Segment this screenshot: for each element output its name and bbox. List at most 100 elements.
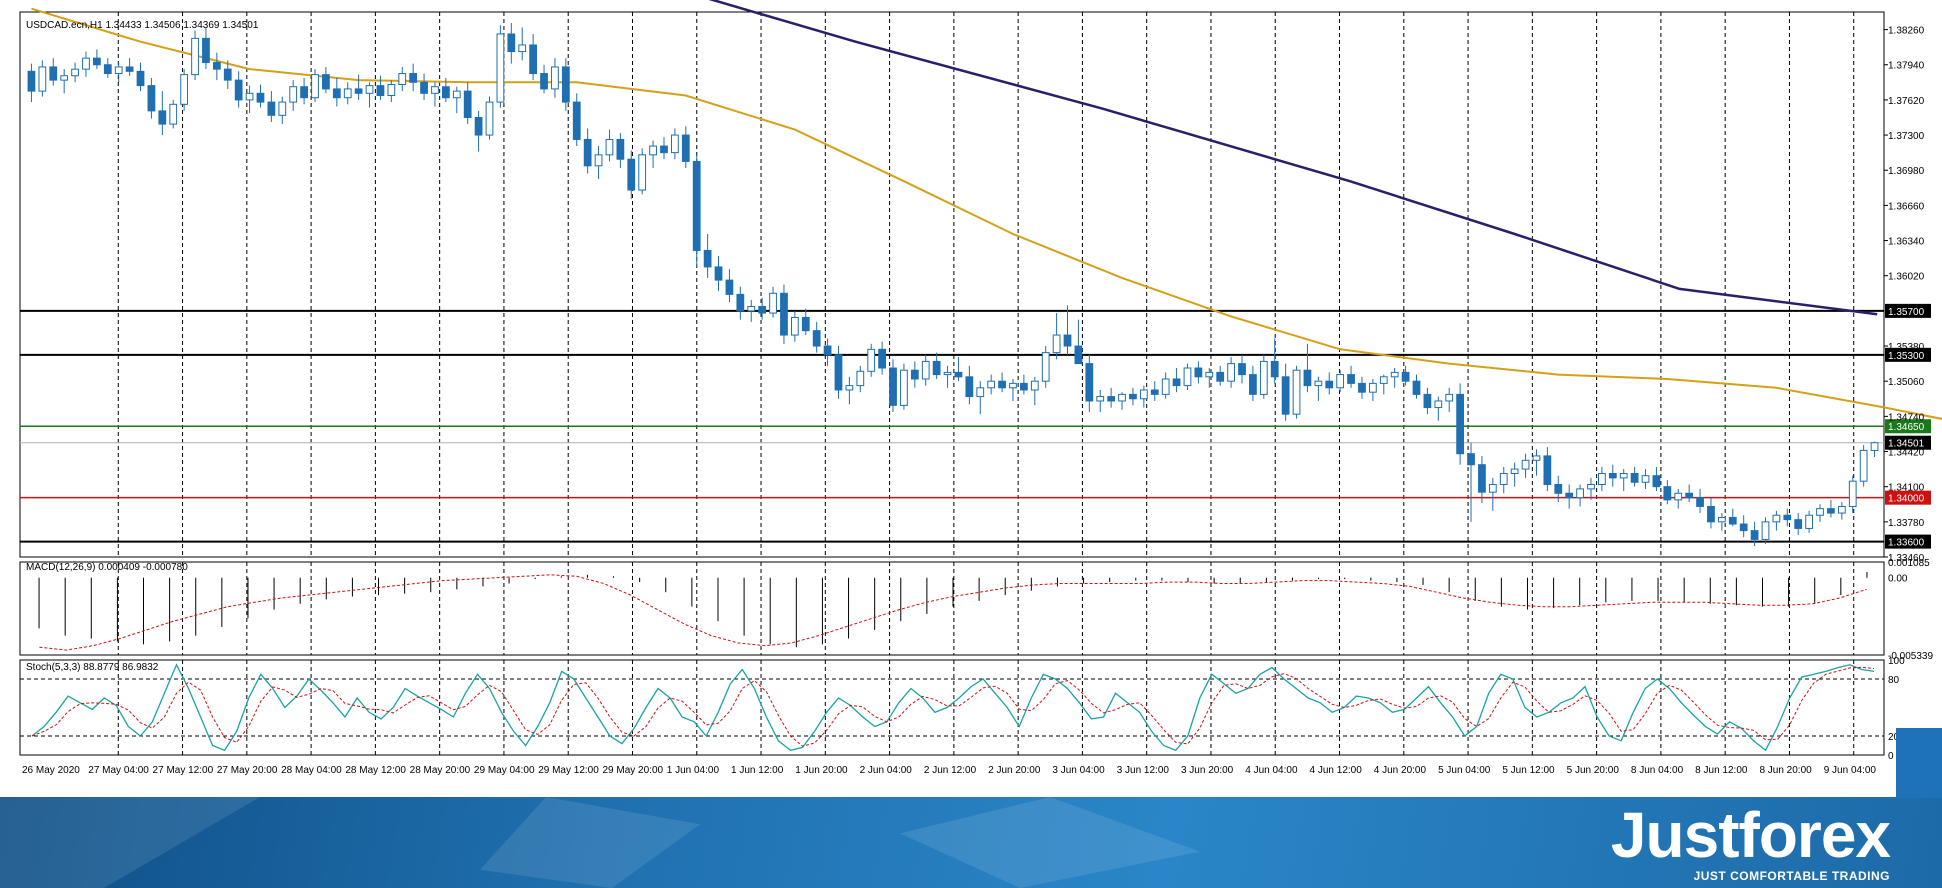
candle-body xyxy=(834,354,843,391)
candle-body xyxy=(987,380,996,389)
candle-body xyxy=(1652,475,1661,488)
y-tick-label: 1.35380 xyxy=(1888,342,1925,353)
x-tick-label: 2 Jun 20:00 xyxy=(988,765,1041,776)
level-label: 1.34000 xyxy=(1888,494,1925,505)
candle-body xyxy=(365,85,374,94)
price-header: USDCAD.ecn,H1 1.34433 1.34506 1.34369 1.… xyxy=(26,20,259,31)
price-panel xyxy=(19,11,1885,558)
candle-body xyxy=(1717,516,1726,523)
candle-body xyxy=(125,66,134,72)
candle-body xyxy=(463,90,472,118)
candle-body xyxy=(441,86,450,99)
candle-body xyxy=(82,57,90,70)
candle-body xyxy=(1565,492,1574,499)
candle-body xyxy=(1827,508,1835,514)
candle-body xyxy=(234,79,243,101)
candle-body xyxy=(1696,497,1704,507)
candle-body xyxy=(594,154,603,167)
candle-body xyxy=(1478,464,1486,493)
candle-body xyxy=(976,387,985,398)
candle-body xyxy=(1325,380,1334,389)
candle-body xyxy=(1336,374,1345,389)
candle-body xyxy=(1750,530,1759,540)
brand-footer: Justforex JUST COMFORTABLE TRADING xyxy=(0,797,1942,888)
x-tick-label: 1 Jun 04:00 xyxy=(667,765,720,776)
candle-body xyxy=(736,293,745,312)
candle-body xyxy=(1292,369,1301,415)
candle-body xyxy=(245,92,254,101)
candle-body xyxy=(278,101,287,116)
candle-body xyxy=(49,66,58,81)
level-tag xyxy=(1885,490,1931,505)
candle-body xyxy=(561,66,570,103)
candle-body xyxy=(1161,378,1170,395)
candle-body xyxy=(420,81,428,94)
candle-body xyxy=(191,37,199,76)
x-tick-label: 5 Jun 20:00 xyxy=(1567,765,1620,776)
candle-body xyxy=(1576,488,1584,499)
candle-body xyxy=(540,73,548,90)
candle-body xyxy=(1074,345,1083,365)
y-tick-label: 1.34740 xyxy=(1888,412,1925,423)
candle-body xyxy=(93,57,101,66)
candle-body xyxy=(780,292,788,336)
candle-body xyxy=(1467,453,1475,466)
x-tick-label: 8 Jun 20:00 xyxy=(1759,765,1812,776)
y-tick-label: 1.38260 xyxy=(1888,26,1925,37)
level-label: 1.35700 xyxy=(1888,307,1925,318)
candle-body xyxy=(354,88,363,94)
candle-body xyxy=(1728,516,1737,525)
candle-body xyxy=(790,316,799,336)
stoch-panel xyxy=(19,659,1885,756)
level-tag xyxy=(1885,419,1931,434)
candle-body xyxy=(660,145,668,154)
candle-body xyxy=(605,138,614,156)
candle-body xyxy=(1848,480,1857,507)
candle-body xyxy=(649,145,657,156)
candle-body xyxy=(932,360,941,376)
y-tick-label: 1.36020 xyxy=(1888,272,1925,283)
candle-body xyxy=(1183,367,1192,387)
candle-body xyxy=(1445,393,1454,402)
candle-body xyxy=(1587,483,1595,490)
macd-y-label: -0.005339 xyxy=(1888,651,1933,662)
x-tick-label: 28 May 04:00 xyxy=(281,765,342,776)
brand-logo: Justforex xyxy=(1610,799,1891,871)
x-tick-label: 8 Jun 04:00 xyxy=(1631,765,1684,776)
candle-body xyxy=(1194,367,1203,378)
candle-body xyxy=(27,70,36,92)
candle-body xyxy=(812,330,821,347)
moving-average-fast xyxy=(31,7,1942,420)
candle-body xyxy=(409,73,418,83)
candle-body xyxy=(1543,455,1552,485)
candle-body xyxy=(398,73,407,86)
candle-body xyxy=(71,68,79,77)
candle-body xyxy=(921,360,930,380)
candle-body xyxy=(1107,396,1116,402)
candle-body xyxy=(1368,382,1377,393)
level-label: 1.34501 xyxy=(1888,439,1925,450)
candle-body xyxy=(147,85,156,112)
candle-body xyxy=(1630,472,1639,483)
candle-body xyxy=(212,62,221,70)
candle-body xyxy=(769,292,777,314)
level-label: 1.34650 xyxy=(1888,422,1925,433)
y-tick-label: 1.37300 xyxy=(1888,131,1925,142)
candle-body xyxy=(801,316,810,332)
candle-body xyxy=(1227,363,1235,382)
x-tick-label: 26 May 2020 xyxy=(22,765,80,776)
candle-body xyxy=(1805,514,1813,529)
candle-body xyxy=(1685,492,1694,499)
candle-body xyxy=(681,134,690,162)
candle-body xyxy=(1139,389,1148,400)
candle-body xyxy=(1608,472,1617,479)
x-tick-label: 4 Jun 20:00 xyxy=(1374,765,1427,776)
candle-body xyxy=(692,160,701,251)
stoch-main-line xyxy=(31,663,1875,752)
macd-y-label: 0.001085 xyxy=(1888,558,1930,569)
candle-body xyxy=(1303,369,1312,387)
x-tick-label: 4 Jun 12:00 xyxy=(1310,765,1363,776)
brand-tagline: JUST COMFORTABLE TRADING xyxy=(1693,869,1890,883)
y-tick-label: 1.34420 xyxy=(1888,448,1925,459)
y-tick-label: 1.34100 xyxy=(1888,483,1925,494)
